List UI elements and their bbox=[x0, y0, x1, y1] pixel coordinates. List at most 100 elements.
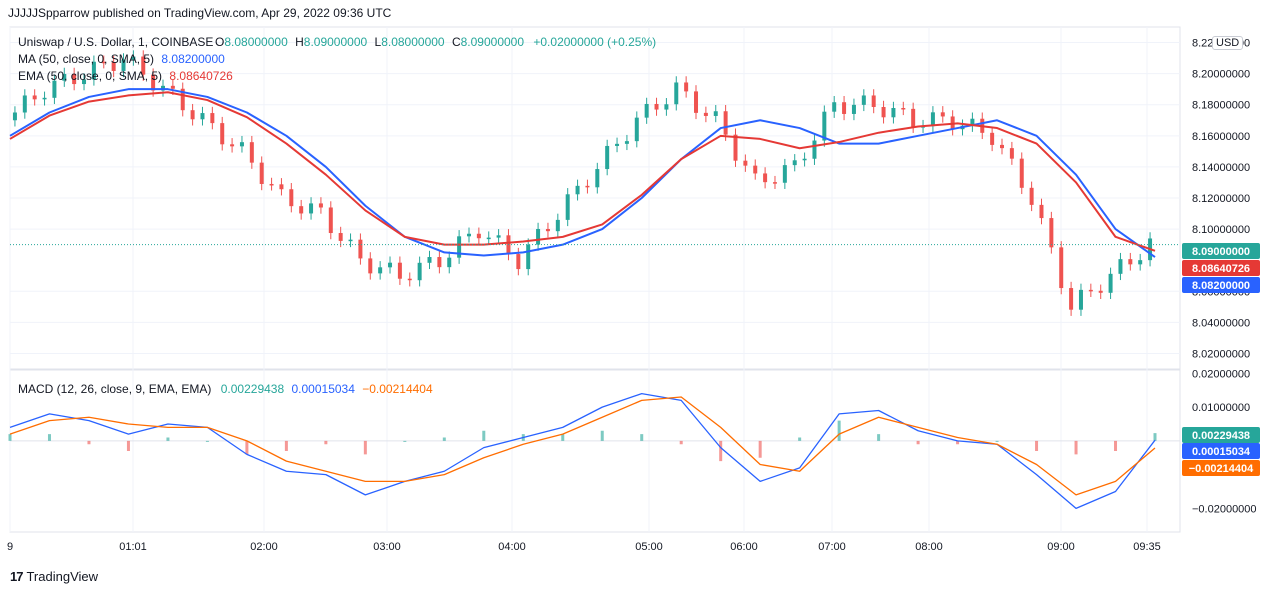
candle-body bbox=[427, 257, 432, 263]
candles bbox=[12, 50, 1153, 316]
candle-body bbox=[703, 112, 708, 116]
svg-text:O8.08000000 H8.09000000: O8.08000000 H8.09000000 L8.08000000 C8.0… bbox=[215, 35, 656, 49]
candle-body bbox=[328, 207, 333, 234]
price-tick-label: 8.12000000 bbox=[1192, 193, 1250, 205]
macd-signal-value: −0.00214404 bbox=[362, 382, 433, 396]
legend-ema-value: 8.08640726 bbox=[169, 69, 233, 83]
time-tick-label: 05:00 bbox=[635, 541, 663, 553]
ma-price-badge: 8.08200000 bbox=[1192, 280, 1250, 292]
candle-body bbox=[131, 56, 136, 60]
candle-body bbox=[62, 73, 67, 81]
candle-body bbox=[1078, 289, 1083, 310]
candle-body bbox=[378, 267, 383, 274]
candle-body bbox=[901, 107, 906, 110]
legend-ma-value: 8.08200000 bbox=[161, 52, 225, 66]
candle-body bbox=[733, 134, 738, 161]
signal-line bbox=[9, 396, 1156, 496]
candle-body bbox=[664, 104, 669, 110]
currency-button[interactable]: USD bbox=[1212, 36, 1244, 50]
histogram-bar bbox=[1035, 440, 1039, 451]
histogram-bar bbox=[798, 437, 802, 441]
candle-body bbox=[269, 183, 274, 186]
candle-body bbox=[536, 228, 541, 245]
candle-body bbox=[545, 228, 550, 232]
candle-body bbox=[289, 189, 294, 207]
candle-body bbox=[674, 82, 679, 105]
candle-body bbox=[397, 262, 402, 279]
candle-body bbox=[1029, 187, 1034, 205]
candle-body bbox=[772, 182, 777, 184]
candle-body bbox=[190, 110, 195, 120]
candle-body bbox=[990, 132, 995, 145]
histogram-bar bbox=[1074, 440, 1078, 455]
candle-body bbox=[407, 278, 412, 281]
time-tick-label: 02:00 bbox=[250, 541, 278, 553]
histogram-bar bbox=[284, 440, 288, 451]
time-tick-label: 01:01 bbox=[119, 541, 147, 553]
candle-body bbox=[1108, 273, 1113, 293]
close-price-badge: 8.09000000 bbox=[1192, 246, 1250, 258]
indicator-lines bbox=[9, 88, 1180, 258]
legend-l-label: L bbox=[375, 35, 382, 49]
histogram-bar bbox=[600, 430, 604, 441]
price-tick-label: 8.10000000 bbox=[1192, 224, 1250, 236]
candle-body bbox=[565, 194, 570, 220]
macd-hist-badge: 0.00229438 bbox=[1192, 430, 1250, 442]
candle-body bbox=[585, 185, 590, 188]
histogram-bar bbox=[877, 434, 881, 441]
macd-pane[interactable] bbox=[9, 369, 1181, 533]
histogram-bar bbox=[561, 434, 565, 441]
candle-body bbox=[200, 113, 205, 120]
candle-body bbox=[624, 141, 629, 144]
macd-tick-label: 0.02000000 bbox=[1192, 368, 1250, 380]
price-tick-label: 8.04000000 bbox=[1192, 317, 1250, 329]
ma-line bbox=[9, 88, 1156, 258]
grid-lines bbox=[9, 27, 1180, 532]
candle-body bbox=[802, 158, 807, 161]
candle-body bbox=[82, 79, 87, 85]
candle-body bbox=[575, 185, 580, 195]
macd-signal-badge: −0.00214404 bbox=[1189, 463, 1254, 475]
histogram-bar bbox=[482, 430, 486, 441]
candle-body bbox=[930, 112, 935, 127]
candle-body bbox=[42, 97, 47, 100]
histogram-bar bbox=[126, 440, 130, 451]
candle-body bbox=[1118, 259, 1123, 274]
candle-body bbox=[792, 160, 797, 166]
histogram-bar bbox=[205, 440, 209, 442]
candle-body bbox=[891, 107, 896, 118]
candle-body bbox=[861, 95, 866, 105]
histogram-bar bbox=[47, 434, 51, 441]
legend-ma-label: MA (50, close, 0, SMA, 5) bbox=[18, 52, 154, 66]
ema-line bbox=[9, 91, 1156, 252]
histogram-bar bbox=[719, 440, 723, 462]
footer-brand-label: TradingView bbox=[26, 569, 99, 584]
histogram-bar bbox=[1114, 440, 1118, 451]
candle-body bbox=[447, 257, 452, 268]
candle-body bbox=[871, 95, 876, 107]
histogram-bar bbox=[758, 440, 762, 458]
candle-body bbox=[595, 169, 600, 188]
candle-body bbox=[368, 258, 373, 274]
candle-body bbox=[417, 262, 422, 281]
legend-ema-label: EMA (50, close, 0, SMA, 5) bbox=[18, 69, 162, 83]
axes: 8.220000008.200000008.180000008.16000000… bbox=[7, 38, 1260, 553]
candle-body bbox=[358, 239, 363, 259]
candle-body bbox=[279, 184, 284, 190]
time-tick-label: 04:00 bbox=[498, 541, 526, 553]
macd-lines bbox=[9, 392, 1156, 510]
legend-o-label: O bbox=[215, 35, 224, 49]
candle-body bbox=[476, 233, 481, 239]
candle-body bbox=[605, 145, 610, 170]
candle-body bbox=[52, 80, 57, 98]
candle-body bbox=[210, 113, 215, 124]
candle-body bbox=[654, 103, 659, 110]
svg-text:EMA (50, close, 0, SMA, 5): EMA (50, close, 0, SMA, 5) 8.08640726 bbox=[18, 69, 233, 83]
candle-body bbox=[1069, 288, 1074, 310]
candle-body bbox=[220, 123, 225, 145]
footer-brand[interactable]: 17 TradingView bbox=[10, 569, 98, 584]
candle-body bbox=[970, 118, 975, 126]
time-tick-label: 09:00 bbox=[1047, 541, 1075, 553]
histogram-bar bbox=[87, 440, 91, 445]
